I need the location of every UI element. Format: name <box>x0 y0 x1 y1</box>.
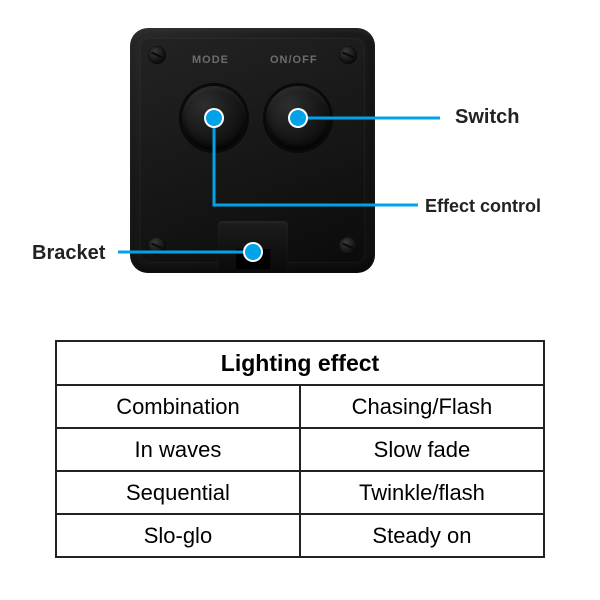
effects-table: Lighting effect Combination Chasing/Flas… <box>55 340 545 558</box>
label-effect: Effect control <box>425 196 541 217</box>
table-cell: Chasing/Flash <box>300 385 544 428</box>
table-row: Slo-glo Steady on <box>56 514 544 557</box>
mode-text: MODE <box>192 54 229 66</box>
callout-dot-effect <box>206 110 222 126</box>
onoff-text: ON/OFF <box>270 54 318 66</box>
table-header-row: Lighting effect <box>56 341 544 385</box>
table-header: Lighting effect <box>56 341 544 385</box>
table-cell: Sequential <box>56 471 300 514</box>
callout-dot-switch <box>290 110 306 126</box>
table-row: In waves Slow fade <box>56 428 544 471</box>
screw-icon <box>339 237 357 255</box>
screw-icon <box>148 237 166 255</box>
callout-dot-bracket <box>245 244 261 260</box>
table-cell: Slow fade <box>300 428 544 471</box>
table-row: Combination Chasing/Flash <box>56 385 544 428</box>
label-switch: Switch <box>455 106 519 129</box>
table-cell: Steady on <box>300 514 544 557</box>
device-body: MODE ON/OFF <box>130 28 375 273</box>
stage: MODE ON/OFF Switch Effect control Bracke… <box>0 0 600 600</box>
table-cell: Slo-glo <box>56 514 300 557</box>
table-row: Sequential Twinkle/flash <box>56 471 544 514</box>
screw-icon <box>339 46 357 64</box>
table-cell: Twinkle/flash <box>300 471 544 514</box>
table-cell: In waves <box>56 428 300 471</box>
label-bracket: Bracket <box>32 242 105 265</box>
table-cell: Combination <box>56 385 300 428</box>
screw-icon <box>148 46 166 64</box>
